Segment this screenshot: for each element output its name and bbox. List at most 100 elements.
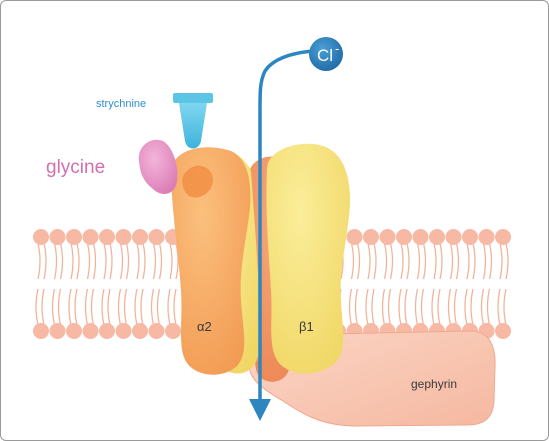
strychnine-molecule [173, 93, 213, 149]
lipid-tail [381, 288, 386, 326]
lipid-tail [123, 288, 128, 326]
lipid-tail [119, 242, 124, 280]
lipid-head [82, 323, 99, 339]
lipid-head [33, 323, 49, 339]
receptor-alpha-subunit [170, 147, 251, 375]
lipid-tail [367, 242, 371, 280]
lipid-head [165, 323, 181, 339]
lipid-head [49, 323, 66, 339]
lipid-tail [142, 242, 146, 280]
lipid-tail [406, 242, 410, 280]
beta-subunit-label: β1 [299, 319, 314, 334]
glycine-molecule [138, 139, 178, 194]
strychnine-label: strychnine [96, 98, 146, 110]
chloride-ion [309, 37, 343, 71]
lipid-head [115, 323, 132, 339]
lipid-tail [488, 242, 493, 280]
lipid-tail [398, 288, 402, 326]
lipid-tail [464, 288, 468, 326]
lipid-head [66, 229, 82, 245]
lipid-tail [86, 242, 91, 280]
lipid-tail [383, 242, 388, 280]
lipid-tail [354, 288, 359, 326]
lipid-tail [152, 242, 157, 280]
ion-charge-label: - [335, 41, 339, 56]
lipid-head [495, 229, 511, 245]
lipid-tail [134, 288, 138, 326]
lipid-tail [140, 288, 144, 326]
lipid-tail [466, 242, 470, 280]
lipid-tail [150, 288, 155, 326]
lipid-head [429, 229, 445, 245]
lipid-tail [103, 242, 107, 280]
lipid-tail [371, 288, 375, 326]
lipid-head [99, 229, 115, 245]
lipid-tail [420, 288, 425, 326]
lipid-tail [416, 242, 421, 280]
alpha-binding-pocket [182, 165, 213, 198]
lipid-head [33, 229, 49, 245]
lipid-tail [101, 288, 105, 326]
lipid-head [445, 229, 462, 245]
lipid-tail [57, 288, 62, 326]
lipid-head [346, 229, 363, 245]
lipid-tail [503, 288, 507, 326]
lipid-tail [365, 288, 369, 326]
lipid-head [379, 229, 396, 245]
lipid-tail [439, 242, 443, 280]
lipid-tail [76, 242, 80, 280]
lipid-tail [505, 242, 509, 280]
lipid-tail [90, 288, 95, 326]
lipid-tail [158, 242, 163, 280]
lipid-tail [470, 288, 474, 326]
lipid-tail [156, 288, 161, 326]
lipid-tail [175, 242, 179, 280]
lipid-tail [70, 242, 74, 280]
lipid-head [66, 323, 82, 339]
lipid-head [82, 229, 99, 245]
lipid-tail [433, 242, 437, 280]
lipid-tail [173, 288, 177, 326]
lipid-tail [389, 242, 394, 280]
lipid-tail [84, 288, 89, 326]
lipid-tail [499, 242, 503, 280]
lipid-head [148, 323, 165, 339]
lipid-tail [447, 288, 452, 326]
lipid-tail [472, 242, 476, 280]
lipid-tail [455, 242, 460, 280]
lipid-tail [41, 288, 45, 326]
lipid-tail [117, 288, 122, 326]
lipid-head [495, 323, 511, 339]
lipid-tail [92, 242, 97, 280]
lipid-tail [414, 288, 419, 326]
lipid-tail [59, 242, 64, 280]
lipid-tail [109, 242, 113, 280]
lipid-head [478, 229, 495, 245]
ion-label: Cl [317, 46, 333, 65]
lipid-tail [404, 288, 408, 326]
ion-flow-arrowhead [249, 399, 271, 421]
lipid-head [115, 229, 132, 245]
lipid-head [99, 323, 115, 339]
lipid-head [148, 229, 165, 245]
lipid-tail [68, 288, 72, 326]
lipid-tail [37, 242, 41, 280]
lipid-tail [356, 242, 361, 280]
lipid-tail [480, 288, 485, 326]
lipid-head [396, 229, 412, 245]
lipid-head [49, 229, 66, 245]
lipid-tail [53, 242, 58, 280]
gephyrin-label: gephyrin [411, 377, 457, 391]
lipid-tail [387, 288, 392, 326]
lipid-tail [373, 242, 377, 280]
lipid-tail [422, 242, 427, 280]
lipid-tail [107, 288, 111, 326]
lipid-tail [497, 288, 501, 326]
lipid-tail [167, 288, 171, 326]
lipid-tail [169, 242, 173, 280]
lipid-tail [43, 242, 47, 280]
lipid-head [132, 229, 148, 245]
lipid-tail [486, 288, 491, 326]
lipid-head [363, 229, 379, 245]
